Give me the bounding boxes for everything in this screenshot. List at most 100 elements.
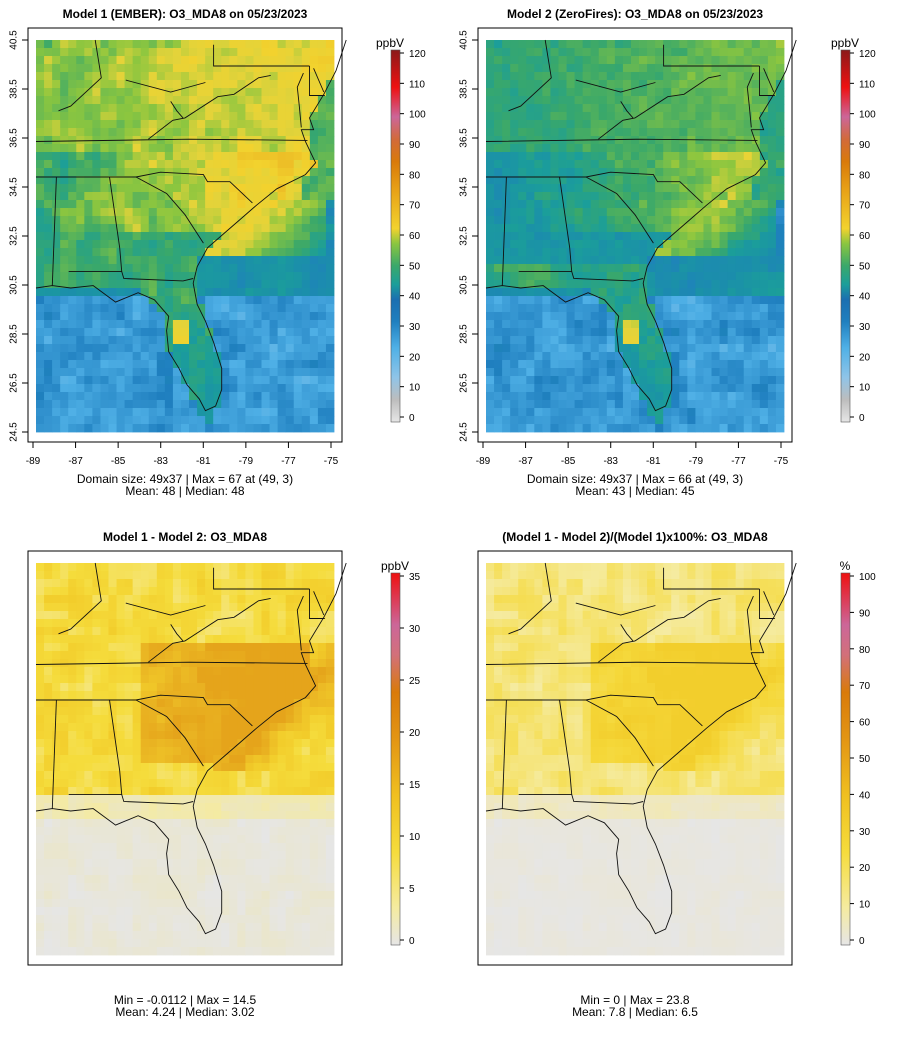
heatmap-cell <box>647 288 656 297</box>
heatmap-cell <box>245 699 254 708</box>
heatmap-cell <box>309 763 319 772</box>
heatmap-cell <box>36 104 45 113</box>
heatmap-cell <box>92 787 101 796</box>
heatmap-cell <box>237 344 246 353</box>
heatmap-cell <box>261 635 270 644</box>
heatmap-cell <box>60 819 69 828</box>
heatmap-cell <box>719 408 729 417</box>
heatmap-cell <box>164 408 174 417</box>
heatmap-cell <box>156 296 166 305</box>
heatmap-cell <box>164 104 174 113</box>
heatmap-cell <box>164 376 174 385</box>
heatmap-cell <box>197 328 206 337</box>
heatmap-cell <box>100 731 109 740</box>
heatmap-cell <box>767 184 777 193</box>
y-tick-label: 28.5 <box>459 324 470 344</box>
heatmap-cell <box>309 739 319 748</box>
heatmap-cell <box>205 304 214 313</box>
heatmap-cell <box>92 368 101 377</box>
heatmap-cell <box>285 40 295 49</box>
heatmap-cell <box>719 392 729 401</box>
heatmap-cell <box>494 424 503 433</box>
heatmap-cell <box>269 635 279 644</box>
heatmap-cell <box>550 256 559 265</box>
heatmap-cell <box>655 144 664 153</box>
heatmap-cell <box>100 635 109 644</box>
heatmap-cell <box>132 739 142 748</box>
heatmap-cell <box>502 216 511 225</box>
colorbar-tick-label: 120 <box>409 49 426 60</box>
heatmap-cell <box>205 352 214 361</box>
heatmap-cell <box>735 40 745 49</box>
heatmap-cell <box>679 344 688 353</box>
heatmap-cell <box>229 344 238 353</box>
heatmap-cell <box>542 328 551 337</box>
heatmap-cell <box>534 352 543 361</box>
heatmap-cell <box>229 160 238 169</box>
heatmap-cell <box>614 56 624 65</box>
heatmap-cell <box>647 184 656 193</box>
heatmap-cell <box>687 160 696 169</box>
heatmap-cell <box>735 80 745 89</box>
heatmap-cell <box>775 168 785 177</box>
heatmap-cell <box>76 416 85 425</box>
heatmap-cell <box>639 120 648 129</box>
heatmap-cell <box>189 192 198 201</box>
heatmap-cell <box>189 571 198 580</box>
heatmap-cell <box>518 416 527 425</box>
heatmap-cell <box>751 208 761 217</box>
heatmap-cell <box>269 264 279 273</box>
heatmap-cell <box>727 168 737 177</box>
heatmap-cell <box>703 264 712 273</box>
heatmap-cell <box>52 104 61 113</box>
heatmap-cell <box>261 803 270 812</box>
heatmap-cell <box>518 56 527 65</box>
heatmap-cell <box>534 200 543 209</box>
heatmap-cell <box>44 192 53 201</box>
heatmap-cell <box>325 296 335 305</box>
heatmap-cell <box>140 344 150 353</box>
heatmap-cell <box>221 723 230 732</box>
heatmap-cell <box>510 200 519 209</box>
heatmap-cell <box>92 811 101 820</box>
heatmap-cell <box>124 763 134 772</box>
heatmap-cell <box>92 611 101 620</box>
heatmap-cell <box>132 352 142 361</box>
heatmap-cell <box>100 368 109 377</box>
heatmap-cell <box>325 288 335 297</box>
heatmap-cell <box>325 352 335 361</box>
heatmap-cell <box>213 651 222 660</box>
heatmap-cell <box>197 304 206 313</box>
heatmap-cell <box>277 619 287 628</box>
heatmap-cell <box>767 96 777 105</box>
heatmap-cell <box>100 739 109 748</box>
heatmap-cell <box>606 72 616 81</box>
heatmap-cell <box>647 88 656 97</box>
heatmap-cell <box>695 88 704 97</box>
heatmap-cell <box>36 320 45 329</box>
heatmap-cell <box>269 400 279 409</box>
heatmap-cell <box>550 328 559 337</box>
heatmap-cell <box>213 336 222 345</box>
heatmap-cell <box>197 579 206 588</box>
heatmap-cell <box>317 272 327 281</box>
heatmap-cell <box>293 56 303 65</box>
heatmap-cell <box>317 304 327 313</box>
heatmap-cell <box>148 192 158 201</box>
heatmap-cell <box>277 104 287 113</box>
heatmap-cell <box>759 424 769 433</box>
heatmap-cell <box>775 248 785 257</box>
heatmap-cell <box>695 216 704 225</box>
heatmap-cell <box>205 336 214 345</box>
heatmap-cell <box>229 328 238 337</box>
heatmap-cell <box>229 80 238 89</box>
heatmap-cell <box>156 619 166 628</box>
heatmap-cell <box>124 56 134 65</box>
heatmap-cell <box>614 392 624 401</box>
heatmap-cell <box>325 96 335 105</box>
heatmap-cell <box>36 803 45 812</box>
heatmap-cell <box>614 304 624 313</box>
heatmap-cell <box>695 120 704 129</box>
heatmap-cell <box>277 240 287 249</box>
heatmap-cell <box>751 56 761 65</box>
